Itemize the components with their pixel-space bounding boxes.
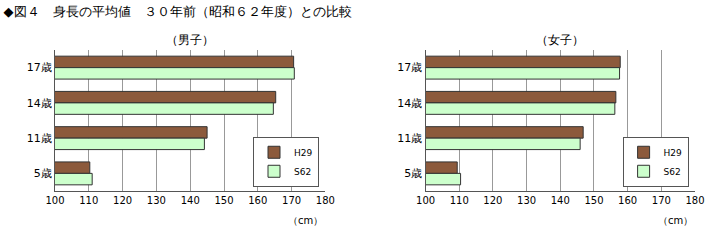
svg-text:160: 160 <box>248 195 267 206</box>
svg-text:150: 150 <box>584 195 603 206</box>
svg-text:100: 100 <box>416 195 435 206</box>
svg-text:160: 160 <box>618 195 637 206</box>
svg-text:180: 180 <box>316 195 335 206</box>
svg-text:H29: H29 <box>664 148 682 158</box>
svg-text:17歳: 17歳 <box>27 61 52 74</box>
svg-text:100: 100 <box>45 195 64 206</box>
svg-text:S62: S62 <box>294 167 311 177</box>
svg-text:14歳: 14歳 <box>397 97 422 110</box>
svg-text:11歳: 11歳 <box>27 132 52 145</box>
svg-text:130: 130 <box>517 195 536 206</box>
svg-text:5歳: 5歳 <box>34 167 52 180</box>
svg-text:（男子）: （男子） <box>166 33 214 47</box>
svg-text:120: 120 <box>483 195 502 206</box>
svg-text:S62: S62 <box>664 167 681 177</box>
svg-text:17歳: 17歳 <box>397 61 422 74</box>
svg-text:110: 110 <box>79 195 98 206</box>
svg-text:170: 170 <box>282 195 301 206</box>
svg-text:（cm）: （cm） <box>658 215 693 226</box>
svg-text:180: 180 <box>685 195 704 206</box>
svg-text:130: 130 <box>147 195 166 206</box>
svg-text:140: 140 <box>551 195 570 206</box>
svg-text:14歳: 14歳 <box>27 97 52 110</box>
svg-text:170: 170 <box>652 195 671 206</box>
svg-text:（女子）: （女子） <box>536 33 584 47</box>
svg-text:110: 110 <box>450 195 469 206</box>
svg-text:5歳: 5歳 <box>404 167 422 180</box>
svg-text:◆図４ 身長の平均値 ３０年前（昭和６２年度）との比較: ◆図４ 身長の平均値 ３０年前（昭和６２年度）との比較 <box>4 4 352 19</box>
svg-text:（cm）: （cm） <box>288 215 323 226</box>
svg-text:11歳: 11歳 <box>397 132 422 145</box>
svg-text:120: 120 <box>113 195 132 206</box>
svg-text:150: 150 <box>214 195 233 206</box>
svg-text:140: 140 <box>181 195 200 206</box>
svg-text:H29: H29 <box>294 148 312 158</box>
